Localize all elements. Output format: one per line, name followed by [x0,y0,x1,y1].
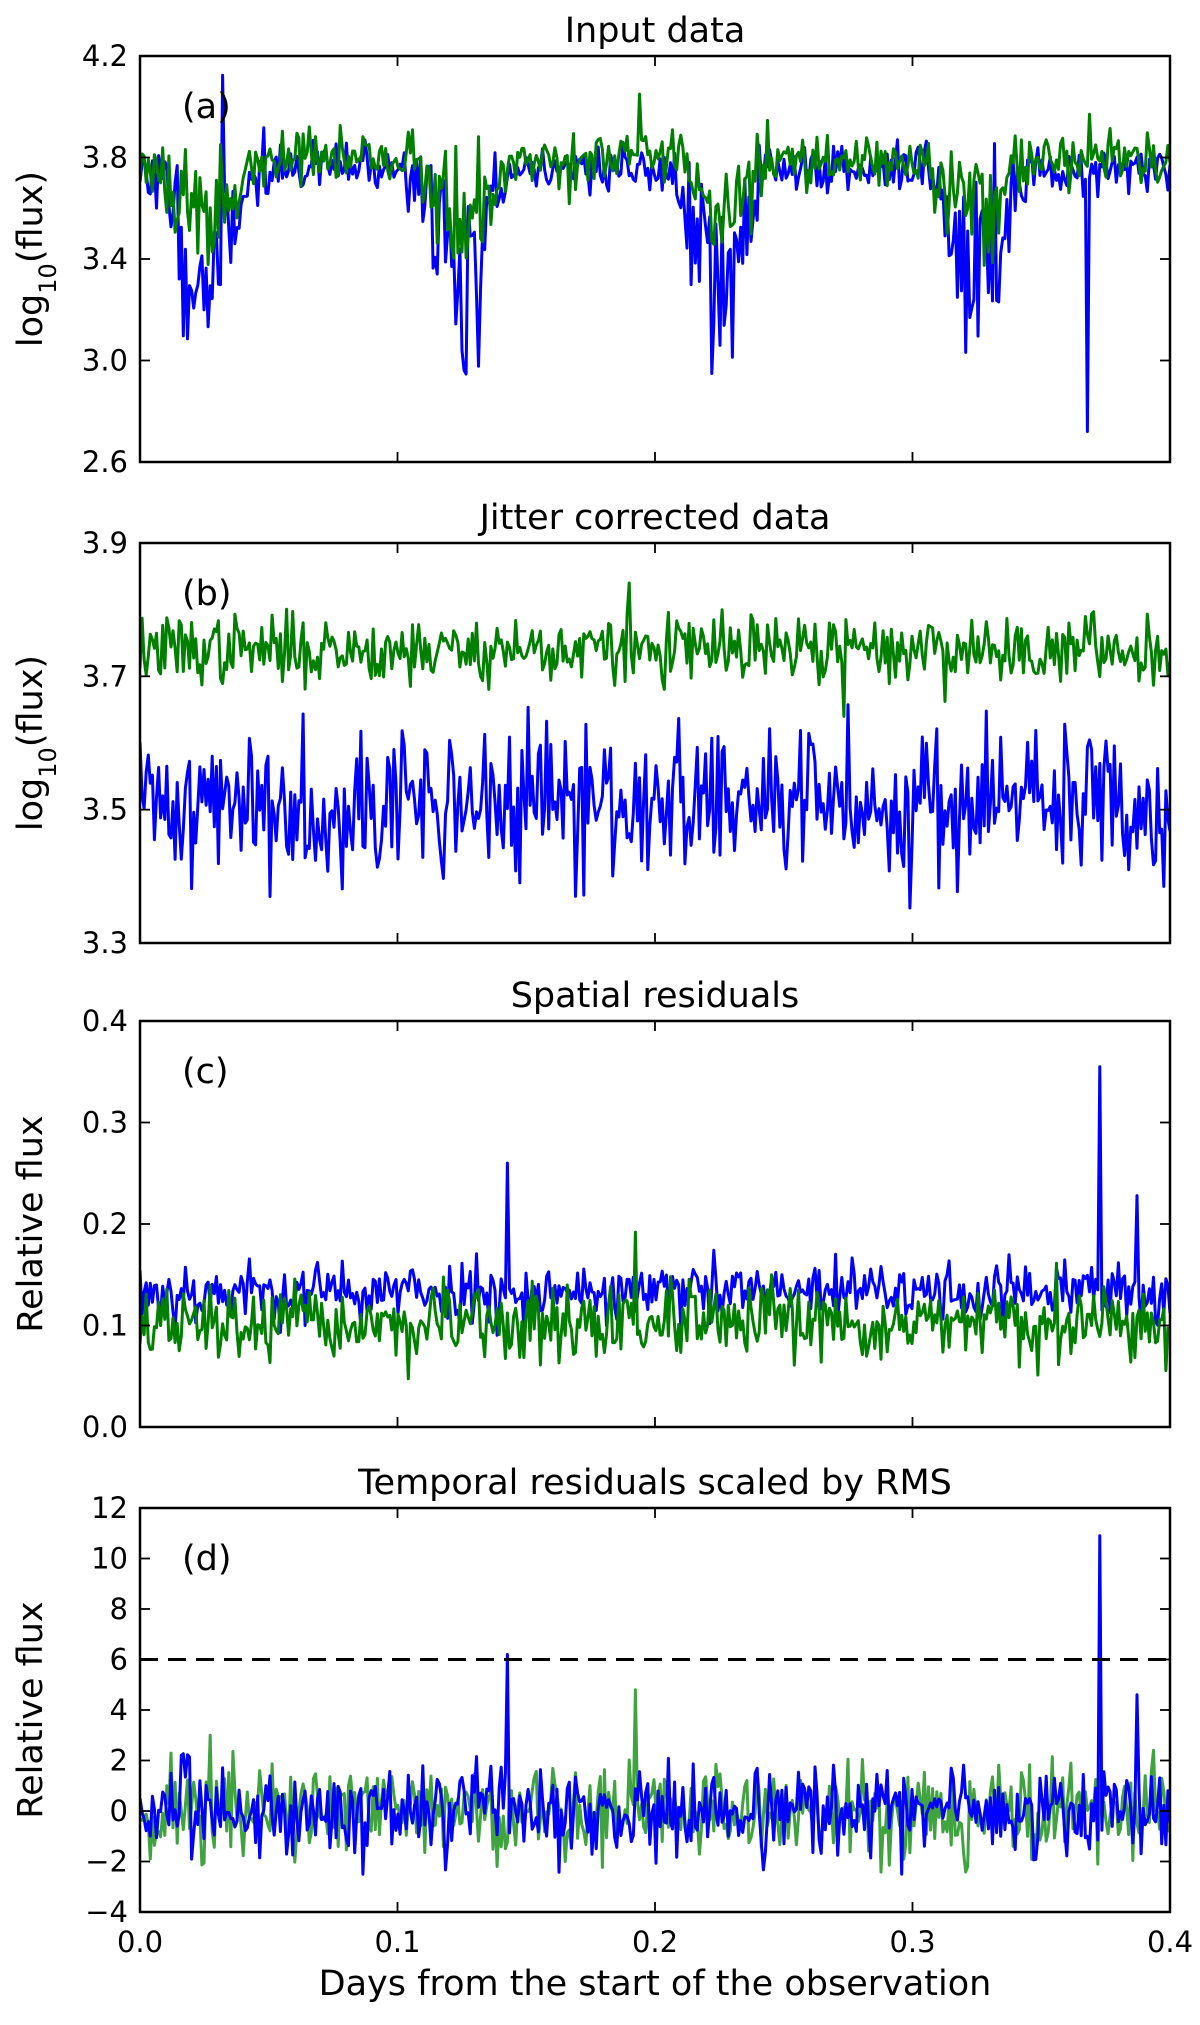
x-axis-label: Days from the start of the observation [319,1964,992,2004]
series-line-blue [140,703,1170,910]
series-line-green [140,1230,1170,1381]
panel-title: Temporal residuals scaled by RMS [357,1463,952,1503]
y-tick-label: 4 [110,1693,128,1727]
y-tick-label: 12 [91,1491,128,1525]
x-tick-label: 0.2 [632,1925,678,1959]
y-tick-label: 6 [110,1643,128,1677]
y-tick-label: 10 [91,1542,128,1576]
y-tick-label: 0.3 [82,1106,128,1140]
panel-title: Input data [565,11,746,51]
x-tick-label: 0.0 [117,1925,163,1959]
y-axis-label: Relative flux [11,1115,51,1332]
y-tick-label: −2 [85,1845,128,1879]
y-tick-label: 0.0 [82,1410,128,1444]
panel-b: 3.3 3.5 3.7 3.9 Jitter corrected data (b) log1… [11,498,1172,960]
y-tick-label: 3.3 [82,926,128,960]
panel-title: Spatial residuals [511,976,800,1016]
y-tick-label: 3.5 [82,793,128,827]
y-tick-label: 0 [110,1794,128,1828]
y-tick-label: −4 [85,1895,128,1929]
y-tick-label: 2.6 [82,445,128,479]
y-axis-label: log10(flux) [11,171,62,347]
y-tick-label: 3.9 [82,526,128,560]
y-axis-label: log10(flux) [11,655,62,831]
series-line-blue [140,1065,1170,1337]
axes-frame [138,54,1172,464]
x-tick-label: 0.4 [1147,1925,1193,1959]
y-tick-label: 4.2 [82,39,128,73]
panel-letter: (c) [182,1052,229,1092]
y-tick-label: 3.7 [82,659,128,693]
panel-letter: (b) [182,574,232,614]
y-tick-label: 2 [110,1744,128,1778]
y-tick-label: 0.2 [82,1207,128,1241]
x-tick-label: 0.3 [889,1925,935,1959]
panel-letter: (a) [182,87,231,127]
y-tick-label: 0.4 [82,1004,128,1038]
panel-a: 2.6 3.0 3.4 3.8 4.2 Input data (a) log10(flux) [11,11,1172,479]
y-tick-label: 8 [110,1592,128,1626]
panel-letter: (d) [182,1539,232,1579]
y-axis-label: Relative flux [11,1601,51,1818]
y-tick-label: 3.0 [82,344,128,378]
series-line-green [140,92,1170,267]
series-line-blue [140,1534,1170,1876]
axes-frame [138,541,1172,945]
panel-c: 0.0 0.1 0.2 0.3 0.4 Spatial residuals (c) Relat… [11,976,1172,1444]
series-line-blue [140,73,1170,433]
axes-frame [138,1019,1172,1429]
series-line-green [140,1688,1170,1874]
y-tick-label: 0.1 [82,1309,128,1343]
y-tick-label: 3.4 [82,242,128,276]
series-line-green [140,581,1170,718]
x-tick-label: 0.1 [374,1925,420,1959]
panel-title: Jitter corrected data [478,498,831,538]
y-tick-label: 3.8 [82,141,128,175]
panel-d: −4 −2 0 2 4 6 8 10 12 0.0 0.1 0.2 0.3 0.4 Temporal res… [11,1463,1193,1959]
